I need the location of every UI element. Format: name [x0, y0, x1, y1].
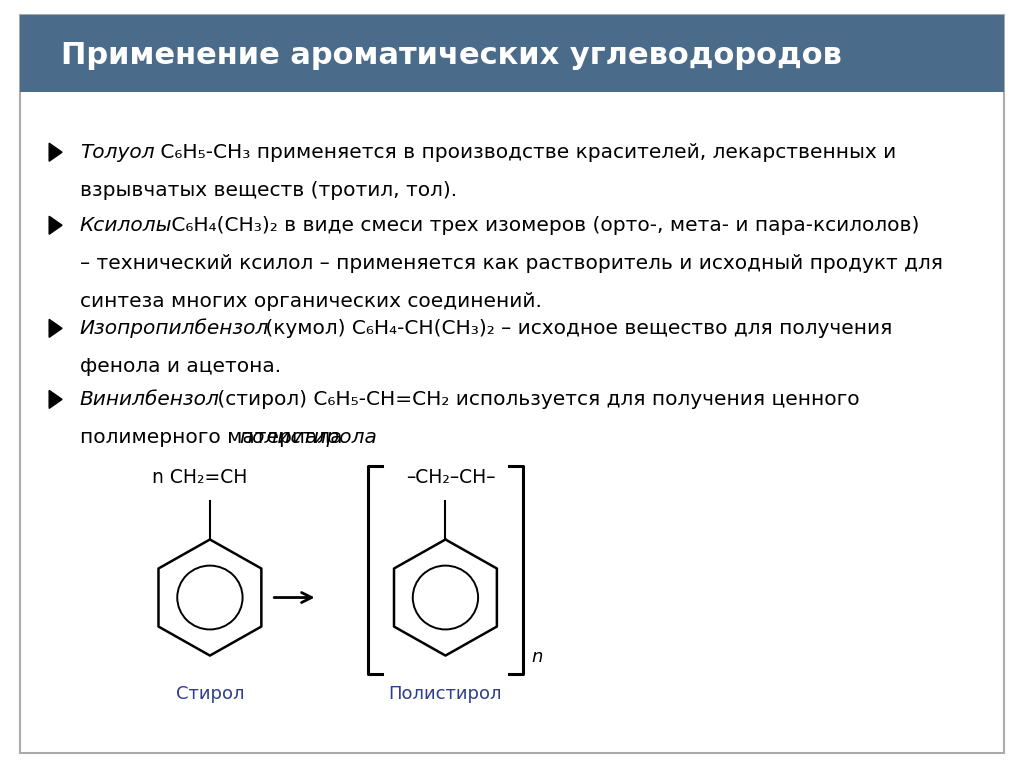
Text: Винилбензол: Винилбензол [80, 390, 220, 409]
Text: n CH₂=CH: n CH₂=CH [152, 468, 248, 487]
Polygon shape [49, 143, 62, 161]
Text: Полистирол: Полистирол [389, 684, 502, 703]
Text: Изопропилбензол: Изопропилбензол [80, 319, 269, 338]
Text: фенола и ацетона.: фенола и ацетона. [80, 357, 281, 376]
Text: –CH₂–CH–: –CH₂–CH– [406, 468, 496, 487]
Polygon shape [49, 217, 62, 234]
Text: C₆H₄(CH₃)₂ в виде смеси трех изомеров (орто-, мета- и пара-ксилолов): C₆H₄(CH₃)₂ в виде смеси трех изомеров (о… [165, 216, 920, 235]
Text: взрывчатых веществ (тротил, тол).: взрывчатых веществ (тротил, тол). [80, 180, 457, 200]
FancyBboxPatch shape [20, 15, 1004, 92]
Text: Толуол: Толуол [80, 143, 155, 162]
Text: n: n [531, 647, 543, 666]
Text: (стирол) C₆H₅-CH=CH₂ используется для получения ценного: (стирол) C₆H₅-CH=CH₂ используется для по… [211, 390, 859, 409]
Text: C₆H₅-CH₃ применяется в производстве красителей, лекарственных и: C₆H₅-CH₃ применяется в производстве крас… [154, 143, 896, 162]
Text: полимерного материала: полимерного материала [80, 428, 349, 447]
Text: Применение ароматических углеводородов: Применение ароматических углеводородов [61, 41, 843, 70]
Text: (кумол) C₆H₄-CH(CH₃)₂ – исходное вещество для получения: (кумол) C₆H₄-CH(CH₃)₂ – исходное веществ… [259, 319, 893, 338]
FancyBboxPatch shape [20, 15, 1004, 753]
Text: полистирола: полистирола [240, 428, 378, 447]
Text: – технический ксилол – применяется как растворитель и исходный продукт для: – технический ксилол – применяется как р… [80, 253, 943, 273]
Text: синтеза многих органических соединений.: синтеза многих органических соединений. [80, 292, 542, 311]
Text: Ксилолы: Ксилолы [80, 216, 172, 235]
Polygon shape [49, 319, 62, 337]
Text: Стирол: Стирол [176, 684, 244, 703]
Polygon shape [49, 390, 62, 409]
